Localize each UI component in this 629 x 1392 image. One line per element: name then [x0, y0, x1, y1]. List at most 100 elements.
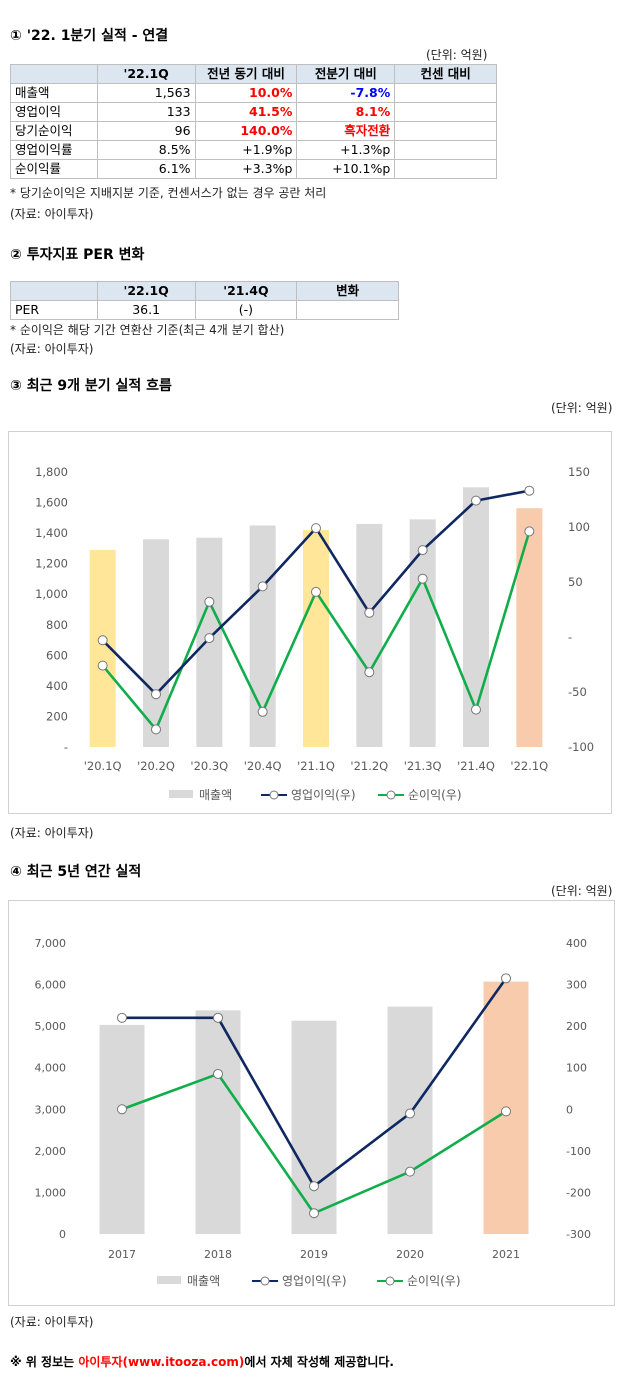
left-axis-tick: 200	[46, 709, 68, 723]
row-label: 영업이익률	[10, 140, 98, 160]
right-axis-tick: -200	[566, 1186, 591, 1199]
left-axis-tick: 800	[46, 618, 68, 632]
row-label: PER	[10, 300, 98, 320]
left-axis-tick: 0	[59, 1228, 66, 1241]
right-axis-tick: 150	[568, 465, 590, 479]
cell-yoy: +1.9%p	[194, 140, 298, 160]
quarterly-chart-svg: -2004006008001,0001,2001,4001,6001,800-1…	[35, 465, 594, 802]
operating-profit-point	[309, 1181, 319, 1192]
left-axis-tick: 1,200	[35, 557, 68, 571]
section4-title: ④ 최근 5년 연간 실적	[10, 864, 142, 880]
right-axis-tick: 300	[566, 979, 587, 992]
right-axis-tick: 50	[568, 575, 583, 589]
net-income-point	[311, 586, 321, 597]
section2-note: * 순이익은 해당 기간 연환산 기준(최근 4개 분기 합산)	[10, 323, 285, 337]
row-label: 당기순이익	[10, 121, 98, 141]
operating-profit-point	[364, 607, 375, 618]
legend-marker	[260, 1276, 270, 1286]
left-axis-tick: -	[64, 740, 68, 754]
cell-yoy: 10.0%	[194, 83, 298, 103]
net-income-point	[364, 667, 375, 678]
cell-yoy: 140.0%	[194, 121, 298, 141]
table-row: 영업이익 133 41.5% 8.1%	[10, 102, 497, 122]
operating-profit-point	[501, 973, 511, 984]
legend-label-line: 영업이익(우)	[291, 788, 356, 802]
right-axis-tick: 200	[566, 1020, 587, 1033]
cell-qoq: +10.1%p	[296, 159, 396, 179]
annual-chart: 0 1,000 2,000 3,000 4,000 5,000 6,000 7,000 -300…	[8, 900, 615, 1306]
category-label: '20.2Q	[137, 759, 175, 773]
legend-label-revenue: 매출액	[199, 788, 232, 802]
net-income-point	[213, 1068, 223, 1079]
itooza-link[interactable]: 아이투자(www.itooza.com)	[78, 1355, 245, 1369]
cell-quarter: 6.1%	[96, 159, 196, 179]
net-income-point	[405, 1166, 415, 1177]
net-income-point	[471, 704, 481, 715]
table-header-cell: '22.1Q	[96, 281, 196, 301]
net-income-point	[204, 596, 215, 607]
category-label: '22.1Q	[510, 759, 548, 773]
category-label: 2021	[492, 1248, 520, 1261]
operating-profit-point	[524, 485, 535, 496]
category-label: '21.1Q	[297, 759, 335, 773]
right-axis-tick: 0	[566, 1103, 573, 1116]
legend-marker	[269, 790, 279, 800]
left-axis-tick: 1,000	[35, 1186, 67, 1199]
category-label: '20.3Q	[190, 759, 228, 773]
cell-qoq: 8.1%	[296, 102, 396, 122]
left-axis-tick: 5,000	[35, 1020, 67, 1033]
section1-title: ① '22. 1분기 실적 - 연결	[10, 28, 169, 44]
row-label: 매출액	[10, 83, 98, 103]
right-axis-tick: -100	[566, 1145, 591, 1158]
footer-notice: ※ 위 정보는 아이투자(www.itooza.com)에서 자체 작성해 제공…	[10, 1353, 394, 1370]
cell-yoy: 41.5%	[194, 102, 298, 122]
table-row: 당기순이익 96 140.0% 흑자전환	[10, 121, 497, 141]
table-row: 매출액 1,563 10.0% -7.8%	[10, 83, 497, 103]
operating-profit-point	[117, 1012, 127, 1023]
table-row: 순이익률 6.1% +3.3%p +10.1%p	[10, 159, 497, 179]
category-label: 2019	[300, 1248, 328, 1261]
legend-label-line: 순이익(우)	[407, 1274, 461, 1288]
revenue-bar	[387, 1006, 433, 1234]
section1-note: * 당기순이익은 지배지분 기준, 컨센서스가 없는 경우 공란 처리	[10, 186, 327, 200]
quarterly-chart: -200 400 600 800 1,000 1,200 1,400 1,600 1,800 -1…	[8, 431, 612, 814]
right-axis-tick: -300	[566, 1228, 591, 1241]
left-axis-tick: 1,600	[35, 496, 68, 510]
net-income-point	[524, 526, 535, 537]
cell-yoy: +3.3%p	[194, 159, 298, 179]
net-income-point	[257, 706, 268, 717]
cell-consensus	[394, 159, 497, 179]
left-axis-tick: 1,000	[35, 587, 68, 601]
revenue-bar	[99, 1024, 145, 1234]
left-axis-tick: 7,000	[35, 937, 67, 950]
revenue-bar	[463, 487, 489, 747]
category-label: '20.4Q	[244, 759, 282, 773]
net-income-point	[309, 1208, 319, 1219]
right-axis-tick: 100	[568, 520, 590, 534]
section2-source: (자료: 아이투자)	[10, 342, 94, 356]
operating-profit-point	[213, 1012, 223, 1023]
row-label: 영업이익	[10, 102, 98, 122]
category-label: '21.2Q	[350, 759, 388, 773]
section3-unit: (단위: 억원)	[551, 401, 613, 415]
revenue-bar	[409, 519, 436, 747]
table-header-cell: '21.4Q	[194, 281, 298, 301]
per-table-header: '22.1Q '21.4Q 변화	[10, 281, 399, 301]
legend-marker	[386, 790, 396, 800]
right-axis-tick: 100	[566, 1062, 587, 1075]
net-income-point	[117, 1104, 127, 1115]
category-label: '20.1Q	[84, 759, 122, 773]
left-axis-tick: 6,000	[35, 979, 67, 992]
section4-unit: (단위: 억원)	[551, 884, 613, 898]
cell-quarter: 96	[96, 121, 196, 141]
row-label: 순이익률	[10, 159, 98, 179]
cell-per-previous: (-)	[194, 300, 298, 320]
net-income-point	[151, 724, 161, 735]
cell-consensus	[394, 83, 497, 103]
section3-title: ③ 최근 9개 분기 실적 흐름	[10, 378, 172, 394]
revenue-bar	[303, 530, 329, 747]
table-header-cell	[10, 64, 98, 84]
left-axis-tick: 1,400	[35, 526, 68, 540]
results-table-header: '22.1Q 전년 동기 대비 전분기 대비 컨센 대비	[10, 64, 497, 84]
left-axis-tick: 600	[46, 648, 68, 662]
